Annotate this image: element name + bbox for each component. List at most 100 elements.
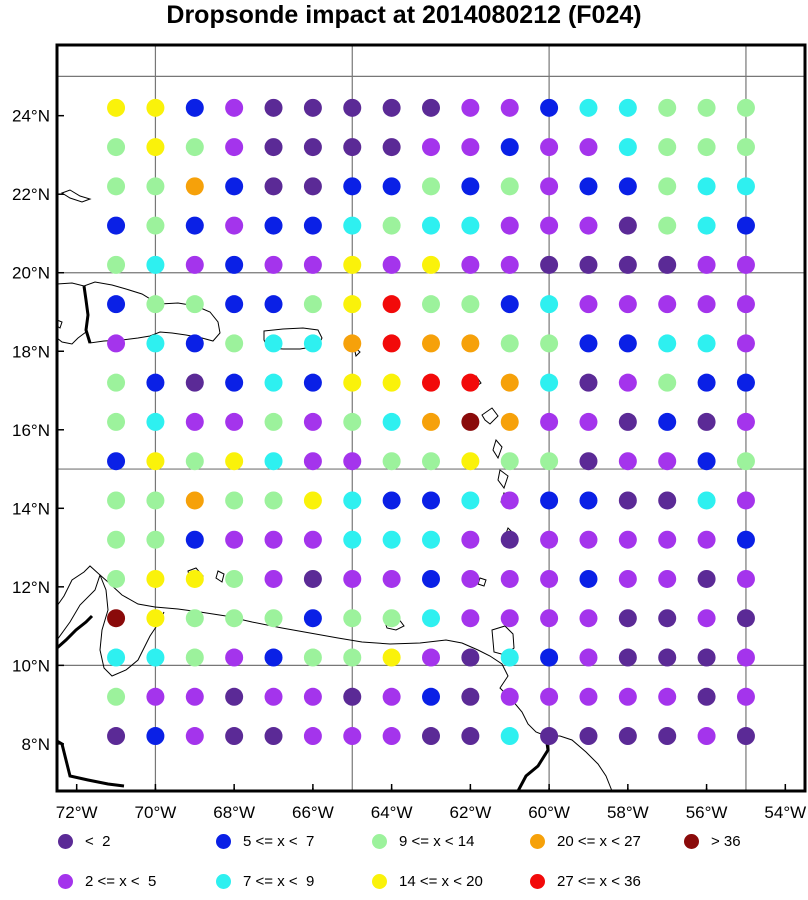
impact-point xyxy=(146,216,165,235)
impact-point xyxy=(736,687,755,706)
impact-point xyxy=(146,648,165,667)
legend-swatch xyxy=(530,873,545,889)
impact-point xyxy=(303,216,322,235)
impact-point xyxy=(303,727,322,746)
impact-point xyxy=(422,334,440,353)
impact-point xyxy=(618,295,637,314)
impact-point xyxy=(579,255,598,274)
impact-point xyxy=(107,216,126,235)
impact-point xyxy=(185,177,204,196)
impact-point xyxy=(225,177,244,196)
legend-item: 27 <= x < 36 xyxy=(530,871,641,891)
legend-label: 7 <= x < 9 xyxy=(243,872,315,890)
impact-point xyxy=(107,727,126,746)
impact-point xyxy=(303,177,322,196)
legend-swatch xyxy=(58,833,73,849)
impact-point xyxy=(422,373,440,392)
impact-point xyxy=(107,452,126,471)
impact-point xyxy=(618,452,637,471)
impact-point xyxy=(264,334,283,353)
impact-point xyxy=(382,295,401,314)
impact-point xyxy=(264,138,283,157)
impact-point xyxy=(343,687,362,706)
impact-point xyxy=(303,138,322,157)
legend-item: 14 <= x < 20 xyxy=(372,871,483,891)
impact-point xyxy=(500,727,519,746)
x-tick-label: 54°W xyxy=(764,803,806,822)
y-tick-label: 14°N xyxy=(12,499,50,518)
impact-point xyxy=(658,609,677,628)
impact-point xyxy=(343,334,362,353)
impact-point xyxy=(422,609,440,628)
impact-point xyxy=(579,412,598,431)
impact-point xyxy=(185,255,204,274)
impact-point xyxy=(579,491,598,510)
impact-point xyxy=(579,334,598,353)
impact-point xyxy=(264,373,283,392)
impact-point xyxy=(500,98,519,117)
impact-point xyxy=(343,98,362,117)
impact-point xyxy=(146,138,165,157)
impact-point xyxy=(736,295,755,314)
impact-point xyxy=(618,334,637,353)
coastline-guadeloupe xyxy=(481,407,499,425)
impact-point xyxy=(264,177,283,196)
axis-ticks xyxy=(57,114,787,791)
impact-point xyxy=(382,255,401,274)
impact-point xyxy=(697,177,716,196)
impact-point xyxy=(107,98,126,117)
impact-point xyxy=(697,727,716,746)
impact-point xyxy=(343,569,362,588)
impact-point xyxy=(264,452,283,471)
impact-point xyxy=(658,412,677,431)
impact-point xyxy=(540,412,559,431)
impact-point xyxy=(461,138,480,157)
impact-point xyxy=(658,98,677,117)
impact-point xyxy=(264,98,283,117)
impact-point xyxy=(697,412,716,431)
impact-point xyxy=(422,255,440,274)
impact-point xyxy=(343,491,362,510)
impact-point xyxy=(185,334,204,353)
impact-point xyxy=(579,687,598,706)
impact-point xyxy=(461,412,480,431)
impact-point xyxy=(736,138,755,157)
coastline-south-america xyxy=(56,565,101,641)
impact-point xyxy=(461,373,480,392)
legend-swatch xyxy=(58,873,73,889)
impact-point xyxy=(146,177,165,196)
impact-point xyxy=(303,452,322,471)
impact-point xyxy=(736,727,755,746)
impact-point xyxy=(107,255,126,274)
impact-point xyxy=(461,295,480,314)
impact-point xyxy=(146,412,165,431)
impact-point xyxy=(736,452,755,471)
impact-point xyxy=(343,216,362,235)
impact-point xyxy=(107,569,126,588)
impact-point xyxy=(461,609,480,628)
impact-point xyxy=(303,373,322,392)
impact-point xyxy=(697,216,716,235)
impact-point xyxy=(736,530,755,549)
impact-point xyxy=(618,727,637,746)
y-tick-label: 16°N xyxy=(12,421,50,440)
impact-point xyxy=(225,687,244,706)
y-tick-label: 22°N xyxy=(12,185,50,204)
y-tick-label: 10°N xyxy=(12,656,50,675)
impact-point xyxy=(225,334,244,353)
impact-point xyxy=(422,216,440,235)
impact-point xyxy=(264,569,283,588)
impact-point xyxy=(579,295,598,314)
impact-point xyxy=(264,609,283,628)
legend-item: 7 <= x < 9 xyxy=(216,871,314,891)
impact-point xyxy=(658,255,677,274)
impact-point xyxy=(303,295,322,314)
impact-point xyxy=(540,334,559,353)
impact-point xyxy=(697,648,716,667)
legend-label: 9 <= x < 14 xyxy=(399,832,475,850)
map-frame xyxy=(55,43,807,793)
impact-point xyxy=(461,530,480,549)
impact-point xyxy=(618,530,637,549)
impact-point xyxy=(736,373,755,392)
impact-point xyxy=(697,295,716,314)
